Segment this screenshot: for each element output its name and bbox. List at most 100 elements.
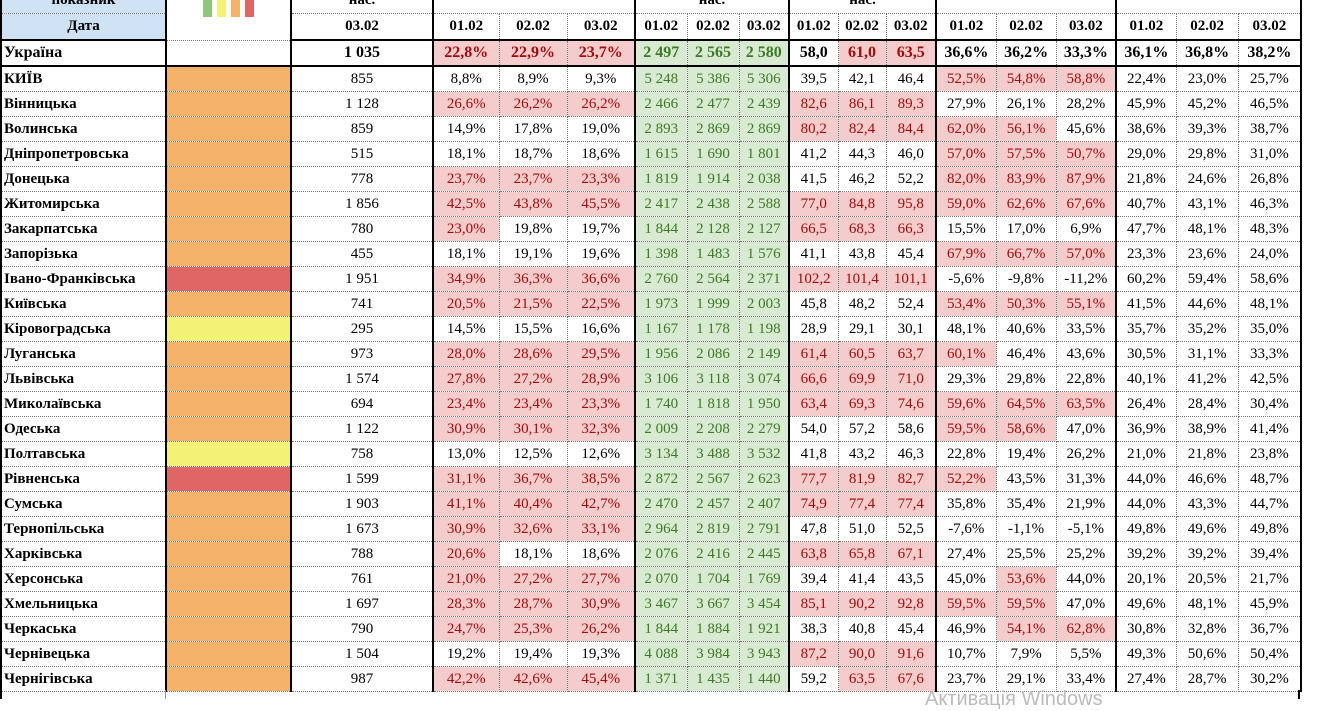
g3-value-cell: 74,6 (885, 391, 937, 417)
date-header: 03.02 (1237, 13, 1303, 41)
g4-value-cell: 55,1% (1055, 291, 1117, 317)
g2-value-cell: 3 488 (686, 441, 740, 467)
g5-value-cell: 38,9% (1175, 416, 1239, 442)
g3-value-cell: 74,9 (788, 491, 839, 517)
g3-value-cell: 52,5 (885, 516, 937, 542)
g3-value-cell: 77,4 (885, 491, 937, 517)
g3-value-cell: 43,5 (885, 566, 937, 592)
region-name: Волинська (0, 116, 167, 142)
g4-value-cell: 22,8% (1055, 366, 1117, 392)
g5-value-cell: 35,7% (1115, 316, 1177, 342)
table-row: Кіровоградська 295 14,5% 15,5% 16,6% 1 167 1 1… (0, 316, 1303, 342)
g1-value-cell: 30,1% (498, 416, 568, 442)
g1-value-cell: 45,4% (566, 666, 636, 692)
g4-value-cell: 59,5% (995, 591, 1057, 617)
g4-value-cell: -7,6% (935, 516, 997, 542)
g3-value-cell: 102,2 (788, 266, 839, 292)
status-color-cell (165, 341, 292, 367)
g1-value-cell: 30,9% (432, 416, 500, 442)
g1-value-cell: 26,2% (498, 91, 568, 117)
g4-value-cell: 26,2% (1055, 441, 1117, 467)
status-color-cell (165, 491, 292, 517)
g4-value-cell: 35,8% (935, 491, 997, 517)
g5-value-cell: 41,5% (1115, 291, 1177, 317)
g3-value-cell: 66,5 (788, 216, 839, 242)
g4-value-cell: 50,3% (995, 291, 1057, 317)
g1-value-cell: 8,9% (498, 65, 568, 92)
table-row: Черкаська 790 24,7% 25,3% 26,2% 1 844 1 884 1 9… (0, 616, 1303, 642)
g4-value-cell: 40,6% (995, 316, 1057, 342)
g2-value-cell: 1 440 (738, 666, 790, 692)
g3-value-cell: 54,0 (788, 416, 839, 442)
g4-value-cell: 59,6% (935, 391, 997, 417)
g2-value-cell: 2 076 (634, 541, 688, 567)
g2-value-cell: 2 869 (686, 116, 740, 142)
date-header: 02.02 (1175, 13, 1239, 41)
g5-value-cell: 29,0% (1115, 141, 1177, 167)
g5-value-cell: 28,7% (1175, 666, 1239, 692)
population-cell: 761 (290, 566, 434, 592)
g3-value-cell: 60,5 (837, 341, 887, 367)
population-cell: 1 697 (290, 591, 434, 617)
g1-value-cell: 27,2% (498, 566, 568, 592)
g3-value-cell: 71,0 (885, 366, 937, 392)
g1-value-cell: 26,2% (566, 91, 636, 117)
g1-value-cell: 31,1% (432, 466, 500, 492)
table-row: Житомирська 1 856 42,5% 43,8% 45,5% 2 417 2 43… (0, 191, 1303, 217)
g4-value-cell: 62,0% (935, 116, 997, 142)
g5-value-cell: 31,1% (1175, 341, 1239, 367)
g3-value-cell: 68,3 (837, 216, 887, 242)
g2-value-cell: 1 914 (686, 166, 740, 192)
region-name: Вінницька (0, 91, 167, 117)
g4-value-cell: 36,6% (935, 39, 997, 67)
region-name: Рівненська (0, 466, 167, 492)
g4-value-cell: 63,5% (1055, 391, 1117, 417)
indicator-label: показник (0, 0, 167, 14)
g2-value-cell: 2 439 (738, 91, 790, 117)
g2-value-cell: 1 921 (738, 616, 790, 642)
windows-activation-watermark: Активація Windows (925, 688, 1103, 710)
status-color-cell (165, 616, 292, 642)
g4-value-cell: 43,5% (995, 466, 1057, 492)
g2-value-cell: 3 532 (738, 441, 790, 467)
g4-value-cell: 15,5% (935, 216, 997, 242)
g1-value-cell: 19,4% (498, 641, 568, 667)
table-row: Тернопільська 1 673 30,9% 32,6% 33,1% 2 964 2 … (0, 516, 1303, 542)
g2-value-cell: 1 704 (686, 566, 740, 592)
g4-value-cell: 33,5% (1055, 316, 1117, 342)
g2-value-cell: 1 769 (738, 566, 790, 592)
g3-value-cell: 29,1 (837, 316, 887, 342)
g1-value-cell: 30,9% (432, 516, 500, 542)
g1-value-cell: 8,8% (432, 65, 500, 92)
g4-value-cell: 57,0% (935, 141, 997, 167)
date-header: 01.02 (935, 13, 997, 41)
g1-value-cell: 42,7% (566, 491, 636, 517)
population-cell: 1 128 (290, 91, 434, 117)
region-name: Черкаська (0, 616, 167, 642)
group3-header: нас. (788, 0, 937, 14)
date-header: 01.02 (432, 13, 500, 41)
g3-value-cell: 61,4 (788, 341, 839, 367)
status-color-cell (165, 541, 292, 567)
g3-value-cell: 45,4 (885, 241, 937, 267)
g5-value-cell: 33,3% (1237, 341, 1303, 367)
g5-value-cell: 38,6% (1115, 116, 1177, 142)
population-cell: 1 903 (290, 491, 434, 517)
g2-value-cell: 2 819 (686, 516, 740, 542)
table-row: Херсонська 761 21,0% 27,2% 27,7% 2 070 1 704 1 … (0, 566, 1303, 592)
g4-value-cell: 54,1% (995, 616, 1057, 642)
g2-value-cell: 2 964 (634, 516, 688, 542)
group5-header (1115, 0, 1303, 14)
population-cell: 1 035 (290, 39, 434, 67)
population-cell: 973 (290, 341, 434, 367)
g3-value-cell: 43,2 (837, 441, 887, 467)
g4-value-cell: 57,5% (995, 141, 1057, 167)
g4-value-cell: 62,6% (995, 191, 1057, 217)
g1-value-cell: 19,8% (498, 216, 568, 242)
region-name: Івано-Франківська (0, 266, 167, 292)
table-row: Львівська 1 574 27,8% 27,2% 28,9% 3 106 3 118 3… (0, 366, 1303, 392)
g3-value-cell: 58,6 (885, 416, 937, 442)
g4-value-cell: 27,4% (935, 541, 997, 567)
g1-value-cell: 21,0% (432, 566, 500, 592)
g1-value-cell: 34,9% (432, 266, 500, 292)
